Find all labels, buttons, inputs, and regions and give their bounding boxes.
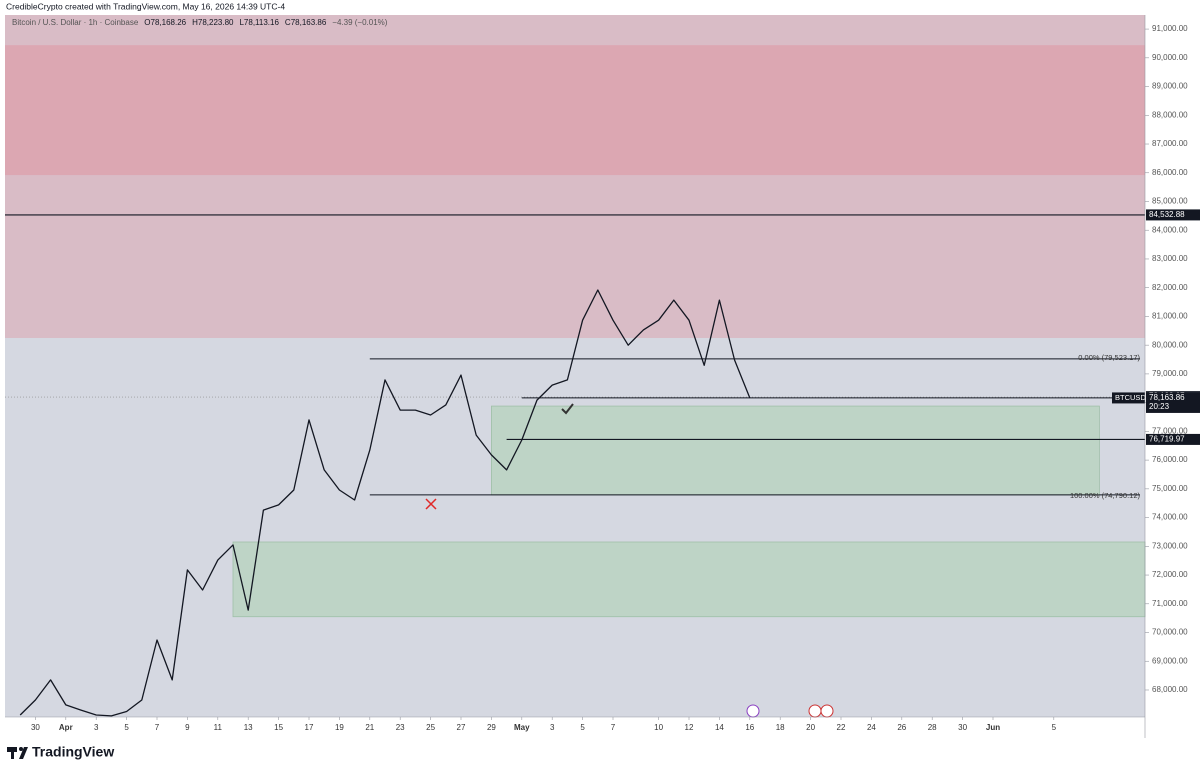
y-tick-label: 70,000.00: [1152, 628, 1188, 637]
fib-label: 100.00% (74,790.12): [1070, 491, 1141, 500]
x-tick-label: 9: [185, 723, 190, 732]
symbol-label: BTCUSD: [1115, 393, 1146, 402]
legend-title: Bitcoin / U.S. Dollar · 1h · Coinbase: [12, 18, 139, 27]
x-tick-label: 12: [685, 723, 694, 732]
y-tick-label: 83,000.00: [1152, 254, 1188, 263]
last-price-label: 78,163.86: [1149, 393, 1185, 402]
y-tick-label: 80,000.00: [1152, 340, 1188, 349]
x-tick-label: 26: [897, 723, 906, 732]
x-tick-label: 30: [31, 723, 40, 732]
x-tick-label: 15: [274, 723, 283, 732]
y-tick-label: 77,000.00: [1152, 426, 1188, 435]
zones: [5, 15, 1146, 618]
x-tick-label: 10: [654, 723, 663, 732]
x-tick-label: May: [514, 723, 530, 732]
legend-value: O78,168.26: [144, 18, 186, 27]
x-tick-label: 5: [580, 723, 585, 732]
x-tick-label: 11: [214, 723, 223, 732]
x-tick-label: 30: [958, 723, 967, 732]
footer-brand: TradingView: [32, 744, 114, 760]
header: CredibleCrypto created with TradingView.…: [6, 1, 285, 11]
level-label-bg: [1146, 433, 1200, 445]
x-tick-label: 17: [305, 723, 314, 732]
x-tick-label: Jun: [986, 723, 1000, 732]
x-tick-label: 20: [806, 723, 815, 732]
labels: 68,000.00 69,000.00 70,000.00 71,000.00 72,0…: [31, 24, 1200, 732]
x-tick-label: 22: [837, 723, 846, 732]
x-tick-label: 3: [550, 723, 555, 732]
y-tick-label: 86,000.00: [1152, 168, 1188, 177]
x-tick-label: 16: [745, 723, 754, 732]
price-series: [19, 289, 751, 717]
x-tick-label: 19: [335, 723, 344, 732]
level-label-bg: [1146, 209, 1200, 221]
x-tick-label: 29: [487, 723, 496, 732]
x-tick-label: 18: [776, 723, 785, 732]
zone: [232, 541, 1146, 618]
check-annotation: [561, 403, 574, 415]
legend-value: −4.39 (−0.01%): [332, 18, 387, 27]
y-tick-label: 90,000.00: [1152, 53, 1188, 62]
y-tick-label: 81,000.00: [1152, 312, 1188, 321]
y-tick-label: 75,000.00: [1152, 484, 1188, 493]
x-tick-label: 27: [457, 723, 466, 732]
x-tick-label: 28: [928, 723, 937, 732]
x-tick-label: 13: [244, 723, 253, 732]
level-label: 84,532.88: [1149, 210, 1185, 219]
y-tick-label: 85,000.00: [1152, 197, 1188, 206]
x-tick-label: 5: [124, 723, 129, 732]
last-price-bg: [1146, 392, 1200, 413]
y-tick-label: 91,000.00: [1152, 24, 1188, 33]
zone: [5, 45, 1145, 176]
y-tick-label: 84,000.00: [1152, 225, 1188, 234]
legend-value: C78,163.86: [285, 18, 327, 27]
y-tick-label: 76,000.00: [1152, 455, 1188, 464]
event-icon[interactable]: [820, 704, 834, 718]
y-tick-label: 87,000.00: [1152, 139, 1188, 148]
legend: Bitcoin / U.S. Dollar · 1h · Coinbase O78…: [12, 18, 388, 27]
y-tick-label: 82,000.00: [1152, 283, 1188, 292]
level-label: 76,719.97: [1149, 435, 1185, 444]
event-icon[interactable]: [746, 704, 760, 718]
y-tick-label: 68,000.00: [1152, 685, 1188, 694]
fib-label: 0.00% (79,523.17): [1078, 353, 1140, 362]
x-tick-label: 21: [365, 723, 374, 732]
cross-annotation: [425, 498, 437, 510]
logo: [7, 747, 28, 759]
y-tick-label: 79,000.00: [1152, 369, 1188, 378]
symbol-bg: [1112, 392, 1145, 404]
event-icon[interactable]: [808, 704, 822, 718]
zone: [490, 405, 1100, 496]
y-tick-label: 69,000.00: [1152, 656, 1188, 665]
price-line: [19, 289, 751, 717]
y-tick-label: 71,000.00: [1152, 599, 1188, 608]
x-tick-label: 3: [94, 723, 99, 732]
x-tick-label: 23: [396, 723, 405, 732]
legend-value: L78,113.16: [239, 18, 279, 27]
x-tick-label: 24: [867, 723, 876, 732]
x-tick-label: 7: [155, 723, 160, 732]
countdown-label: 20:23: [1149, 402, 1170, 411]
x-tick-label: 14: [715, 723, 724, 732]
y-tick-label: 74,000.00: [1152, 513, 1188, 522]
legend-value: H78,223.80: [192, 18, 234, 27]
y-tick-label: 72,000.00: [1152, 570, 1188, 579]
y-tick-label: 89,000.00: [1152, 82, 1188, 91]
y-tick-label: 73,000.00: [1152, 541, 1188, 550]
x-tick-label: 5: [1052, 723, 1057, 732]
y-tick-label: 88,000.00: [1152, 110, 1188, 119]
x-tick-label: 7: [611, 723, 616, 732]
levels: [5, 214, 1145, 496]
x-tick-label: 25: [426, 723, 435, 732]
x-tick-label: Apr: [59, 723, 73, 732]
